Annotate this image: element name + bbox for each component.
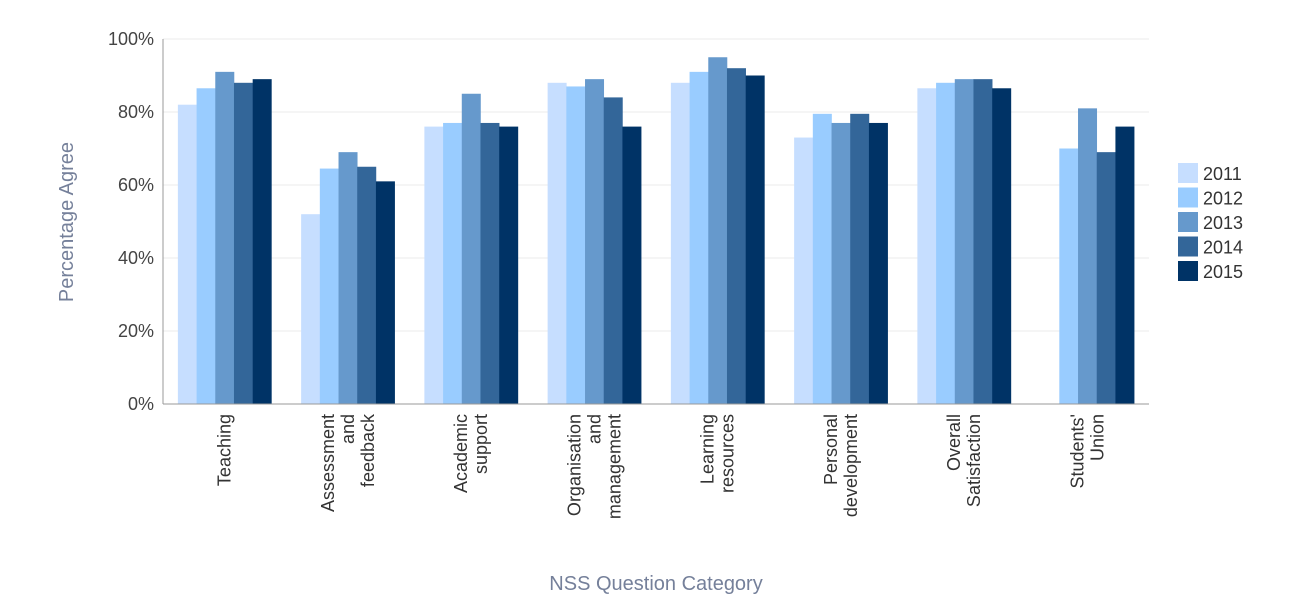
x-category-label: Union <box>1087 414 1107 461</box>
bar-2011 <box>794 137 814 405</box>
bar-2011 <box>670 82 690 405</box>
bar-2012 <box>1059 148 1079 404</box>
bar-2012 <box>689 71 709 404</box>
x-category-label: Learning <box>698 414 718 484</box>
x-category-label: development <box>841 414 861 517</box>
y-tick-label: 40% <box>118 248 154 268</box>
legend-swatch-2014 <box>1178 236 1198 257</box>
legend-swatch-2011 <box>1178 163 1198 183</box>
x-category-label: feedback <box>358 413 378 487</box>
bar-2012 <box>319 168 339 404</box>
bar-2015 <box>252 79 272 405</box>
bar-2013 <box>954 79 974 405</box>
y-axis-ticks: 0% 20% 40% 60% 80% 100% <box>108 29 154 414</box>
bar-2011 <box>547 82 567 405</box>
x-category-label: and <box>584 414 604 444</box>
bar-2013 <box>708 57 728 404</box>
bar-2013 <box>831 122 851 404</box>
legend-label-2011: 2011 <box>1203 164 1242 184</box>
bar-2012 <box>566 86 586 404</box>
bar-2013 <box>461 93 481 404</box>
bar-2013 <box>585 79 605 405</box>
y-tick-label: 20% <box>118 321 154 341</box>
bar-2013 <box>215 71 235 404</box>
bar-2014 <box>357 166 377 404</box>
bar-2011 <box>177 104 197 404</box>
legend-swatch-2015 <box>1178 261 1198 281</box>
x-category-label: Personal <box>821 414 841 485</box>
bar-2015 <box>745 75 765 404</box>
legend-swatch-2012 <box>1178 187 1198 208</box>
x-category-label: resources <box>718 414 738 493</box>
bar-2015 <box>992 88 1012 405</box>
bar-2014 <box>480 122 500 404</box>
bar-2015 <box>499 126 519 404</box>
legend-swatch-2013 <box>1178 212 1198 232</box>
legend: 2011 2012 2013 2014 2015 <box>1178 163 1243 282</box>
x-category-label: and <box>338 414 358 444</box>
bar-2014 <box>973 79 993 405</box>
y-tick-label: 60% <box>118 175 154 195</box>
bar-2014 <box>603 97 623 405</box>
y-tick-label: 80% <box>118 102 154 122</box>
bar-2013 <box>338 152 358 404</box>
x-axis-title: NSS Question Category <box>549 573 762 595</box>
y-tick-label: 100% <box>108 29 154 49</box>
bar-2011 <box>424 126 444 404</box>
legend-label-2014: 2014 <box>1203 238 1243 258</box>
bar-2015 <box>375 181 395 404</box>
bar-2011 <box>301 214 321 404</box>
legend-label-2015: 2015 <box>1203 262 1243 282</box>
bar-2012 <box>196 88 216 405</box>
bar-2012 <box>936 82 956 405</box>
legend-label-2012: 2012 <box>1203 189 1243 209</box>
x-category-label: Assessment <box>318 414 338 512</box>
axes <box>162 39 1149 405</box>
bar-2014 <box>1096 152 1116 404</box>
x-axis-category-labels: Teaching Assessment and feedback Academic sup… <box>215 413 1108 519</box>
bar-2015 <box>868 122 888 404</box>
x-category-label: Academic <box>451 414 471 493</box>
x-category-label: Organisation <box>564 414 584 516</box>
x-category-label: Satisfaction <box>964 414 984 507</box>
bar-2014 <box>726 68 746 404</box>
bar-2012 <box>443 122 463 404</box>
bar-2013 <box>1078 108 1098 404</box>
x-category-label: Overall <box>944 414 964 471</box>
bar-2012 <box>812 113 832 404</box>
y-axis-title: Percentage Agree <box>56 142 78 302</box>
bar-2015 <box>1115 126 1135 404</box>
y-tick-label: 0% <box>128 394 154 414</box>
x-category-label: Teaching <box>215 414 235 486</box>
x-category-label: Students' <box>1067 414 1087 489</box>
bar-2014 <box>233 82 253 405</box>
x-category-label: management <box>604 414 624 519</box>
legend-label-2013: 2013 <box>1203 213 1243 233</box>
bar-2015 <box>622 126 642 404</box>
bar-series <box>177 57 1135 405</box>
x-category-label: support <box>471 414 491 474</box>
bar-2014 <box>850 113 870 404</box>
bar-2011 <box>917 88 937 405</box>
